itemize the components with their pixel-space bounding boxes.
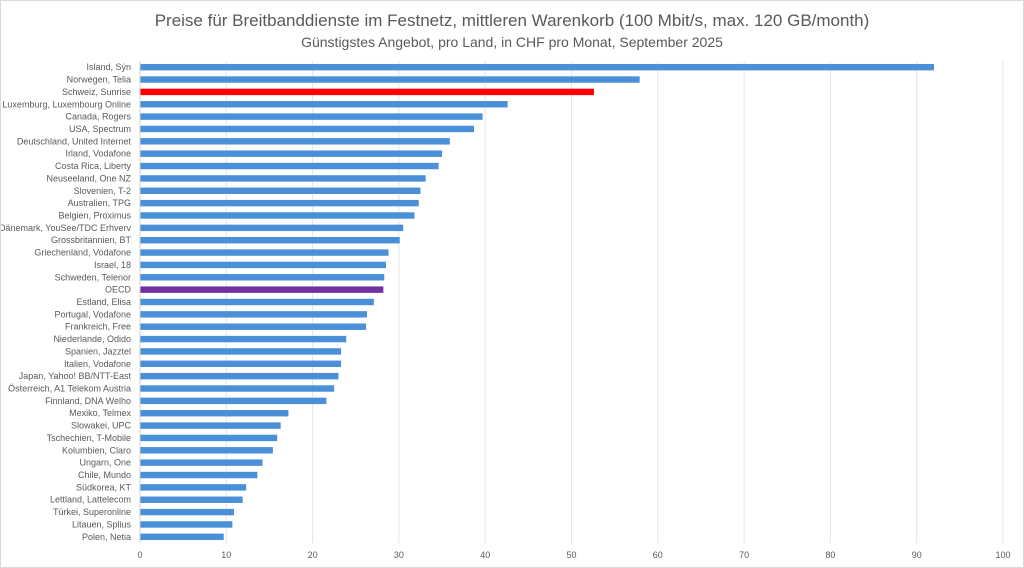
category-label: Belgien, Proximus [58,210,131,220]
bar [140,484,247,491]
bar [140,261,386,269]
category-label: Österreich, A1 Telekom Austria [8,384,131,394]
bar [140,348,342,355]
category-label: Israel, 18 [94,260,131,270]
chart-title: Preise für Breitbanddienste im Festnetz,… [154,11,870,30]
bar [140,360,342,368]
category-label: Estland, Elisa [76,297,131,307]
category-label: Deutschland, United Internet [17,136,132,146]
bar [140,434,278,442]
category-label: Kolumbien, Claro [62,445,131,455]
bar [140,471,258,479]
category-label: Canada, Rogers [65,112,131,122]
category-label: Finnland, DNA Welho [45,396,131,406]
bar [140,372,339,380]
bar [140,397,327,405]
category-label: Südkorea, KT [76,482,132,492]
category-label: Chile, Mundo [78,470,131,480]
bar [140,125,474,133]
x-tick-label: 60 [653,550,663,560]
category-label: Slovenien, T-2 [74,186,131,196]
category-label: Tschechien, T-Mobile [47,433,131,443]
bar [140,459,263,466]
bar [140,88,594,96]
bar [140,508,235,516]
x-tick-label: 10 [221,550,231,560]
category-label: Australien, TPG [68,198,131,208]
bar [140,162,439,170]
bar [140,150,443,157]
bar [140,447,273,454]
category-label: Litauen, Splius [72,519,132,529]
category-label: Japan, Yahoo! BB/NTT-East [19,371,132,381]
category-label: Lettland, Lattelecom [50,495,131,505]
category-label: USA, Spectrum [69,124,131,134]
bar [140,101,508,108]
bar [140,385,335,392]
category-label: Portugal, Vodafone [54,309,131,319]
category-label: Schweiz, Sunrise [62,87,131,97]
bar [140,175,426,182]
bar [140,212,415,219]
x-tick-label: 90 [912,550,922,560]
category-label: Luxemburg, Luxembourg Online [2,99,131,109]
x-tick-label: 40 [480,550,490,560]
bar [140,138,450,145]
category-label: Griechenland, Vodafone [34,248,131,258]
bar [140,113,483,120]
category-label: Neuseeland, One NZ [46,173,131,183]
bar [140,311,367,318]
category-label: OECD [105,285,132,295]
category-label: Niederlande, Odido [53,334,131,344]
category-label: Dänemark, YouSee/TDC Erhverv [1,223,131,233]
bar [140,224,404,232]
category-label: Frankreich, Free [65,322,131,332]
bar [140,335,347,343]
bar [140,521,233,528]
category-label: Costa Rica, Liberty [55,161,132,171]
bar [140,298,374,306]
category-label: Türkei, Superonline [53,507,131,517]
bar [140,76,640,83]
x-tick-label: 0 [137,550,142,560]
category-label: Grossbritannien, BT [51,235,132,245]
x-tick-label: 100 [995,550,1010,560]
category-label: Slowakei, UPC [71,421,132,431]
bar [140,533,224,541]
category-label: Spanien, Jazztel [65,346,131,356]
category-label: Italien, Vodafone [64,359,131,369]
bar [140,323,367,330]
bar [140,274,385,281]
x-tick-label: 80 [825,550,835,560]
chart-subtitle: Günstigstes Angebot, pro Land, in CHF pr… [301,34,723,50]
x-tick-label: 30 [394,550,404,560]
bar [140,63,934,71]
category-label: Mexiko, Telmex [69,408,131,418]
bar [140,496,243,503]
x-tick-label: 50 [566,550,576,560]
bar [140,236,400,244]
bar [140,249,389,256]
category-label: Ungarn, One [79,458,131,468]
bar [140,422,281,429]
category-label: Schweden, Telenor [55,272,131,282]
x-tick-label: 20 [308,550,318,560]
category-label: Irland, Vodafone [65,149,131,159]
x-tick-label: 70 [739,550,749,560]
bar [140,410,289,417]
bar [140,187,421,194]
category-label: Island, Sýn [86,62,131,72]
category-label: Polen, Netia [82,532,131,542]
category-label: Norwegen, Telia [67,75,131,85]
bar [140,286,384,293]
bar [140,199,419,207]
